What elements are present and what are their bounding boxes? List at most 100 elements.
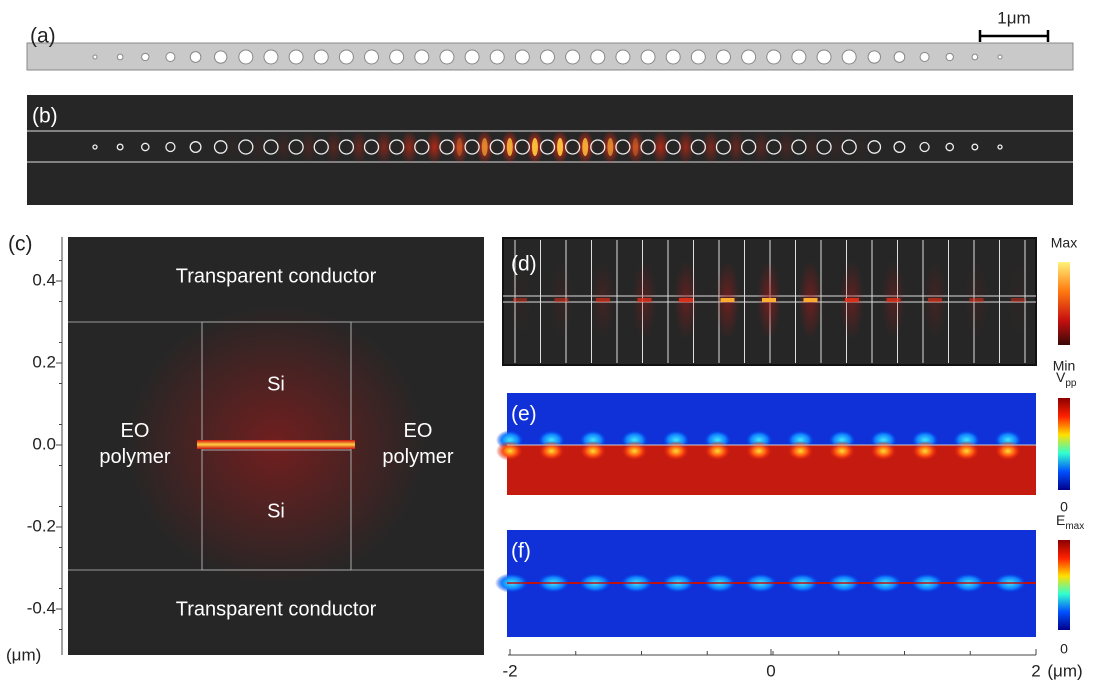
y-tick-label: -0.4	[27, 598, 56, 617]
field-lobe	[400, 130, 419, 164]
hole	[640, 49, 656, 65]
potential-lobe	[662, 441, 690, 461]
hole	[564, 139, 581, 155]
field-spot	[720, 298, 735, 302]
field-core	[506, 138, 513, 156]
hole	[92, 54, 98, 60]
hole	[213, 140, 228, 154]
potential-lobe	[869, 441, 898, 461]
hole	[514, 49, 530, 65]
line: polymer	[382, 446, 453, 468]
hole	[816, 139, 832, 155]
potential-lobe	[496, 441, 524, 461]
hole	[116, 143, 124, 151]
hole	[841, 49, 857, 65]
hole	[816, 49, 832, 65]
field-lobe	[701, 130, 720, 164]
colorbar	[1058, 540, 1070, 630]
line: EO	[121, 420, 150, 442]
hole	[971, 53, 979, 61]
field-core	[456, 138, 463, 156]
field-lobe	[425, 130, 444, 164]
hole	[893, 51, 906, 63]
hole	[288, 49, 304, 65]
hole	[288, 139, 304, 155]
hole	[514, 139, 531, 155]
hole	[590, 49, 606, 65]
potential-lobe	[579, 441, 607, 461]
colorbar-label: Max	[1051, 235, 1077, 251]
field-core	[481, 138, 488, 156]
sym: V	[1056, 369, 1066, 385]
hole	[189, 51, 202, 63]
hole	[565, 49, 581, 65]
field-lobe	[752, 130, 771, 164]
field-lobe	[1006, 260, 1030, 340]
field-lobe	[802, 130, 821, 164]
potential-lobe	[994, 441, 1022, 461]
panel-label: (d)	[511, 253, 537, 276]
field-spot	[803, 298, 818, 302]
y-tick-label: 0.2	[32, 352, 56, 371]
region-label: Si	[267, 373, 285, 395]
potential-lobe	[828, 441, 856, 461]
hole	[997, 54, 1003, 60]
field-lobe	[508, 260, 532, 340]
field-spot	[679, 298, 693, 302]
hole	[263, 49, 279, 65]
hole	[766, 139, 782, 155]
field-lobe	[299, 130, 318, 164]
hole	[489, 49, 505, 65]
hole	[867, 140, 882, 154]
field-core	[531, 138, 538, 156]
panel-label: (f)	[511, 540, 531, 563]
field-spot	[845, 298, 859, 302]
hole	[189, 141, 202, 153]
field-lobe	[651, 130, 670, 164]
unit-label: (μm)	[6, 645, 41, 664]
hole	[92, 144, 98, 150]
hole	[389, 139, 405, 155]
potential-lobe	[952, 441, 981, 461]
scale-label: 1μm	[997, 8, 1030, 27]
colorbar-label: 0	[1060, 499, 1068, 515]
field-lobe	[852, 130, 871, 164]
hole	[665, 49, 681, 65]
hole	[313, 139, 329, 155]
colorbar-label: Min	[1053, 358, 1076, 374]
field-lobe	[375, 130, 394, 164]
hole	[791, 49, 807, 65]
hole	[893, 141, 906, 153]
y-tick-label: -0.2	[27, 516, 56, 535]
field-panel	[27, 95, 1073, 205]
hole	[364, 49, 380, 65]
hole	[214, 50, 228, 64]
field-core	[557, 138, 564, 156]
field-spot	[969, 298, 984, 302]
hole	[165, 52, 176, 62]
field-core	[632, 138, 639, 156]
field-lobe	[224, 130, 243, 164]
colorbar	[1058, 262, 1070, 345]
scale-bar	[978, 30, 1050, 42]
hole	[464, 139, 480, 155]
field-lobe	[349, 130, 368, 164]
panel-label: (a)	[30, 25, 56, 48]
hole	[766, 49, 782, 65]
hole	[690, 49, 706, 65]
region-label: EO polymer	[99, 420, 170, 468]
colorbar-label: 0	[1060, 641, 1068, 657]
hole	[841, 139, 857, 155]
hole	[439, 49, 455, 65]
field-lobe	[676, 130, 695, 164]
field-lobe	[777, 130, 796, 164]
hole	[741, 49, 757, 65]
slot-field	[197, 440, 355, 449]
hole	[740, 139, 757, 155]
potential-lobe	[786, 441, 815, 461]
field-spot	[762, 298, 776, 302]
colorbar-label: Vpp	[1056, 369, 1077, 389]
hole	[363, 139, 380, 155]
field-spot	[886, 298, 901, 302]
